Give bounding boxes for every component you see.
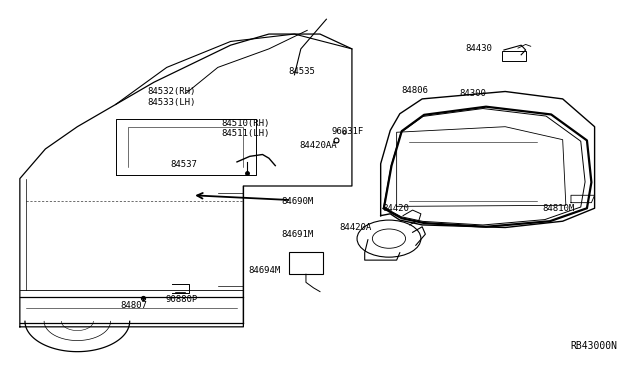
Text: 84691M: 84691M [282, 230, 314, 240]
Text: 84420AA: 84420AA [300, 141, 337, 150]
Text: 84537: 84537 [170, 160, 197, 169]
Text: 96031F: 96031F [332, 126, 364, 136]
Text: 84532(RH)
84533(LH): 84532(RH) 84533(LH) [148, 87, 196, 107]
Text: 84420: 84420 [383, 205, 410, 214]
Text: 90880P: 90880P [166, 295, 198, 304]
Text: 84690M: 84690M [282, 197, 314, 206]
Text: 84807: 84807 [121, 301, 148, 310]
Text: 84420A: 84420A [339, 223, 371, 232]
Text: 84300: 84300 [460, 89, 486, 98]
Text: 84806: 84806 [402, 86, 429, 95]
Text: 84535: 84535 [288, 67, 315, 76]
Text: 84430: 84430 [466, 44, 492, 52]
Text: 84810M: 84810M [542, 204, 575, 213]
Text: 84694M: 84694M [248, 266, 281, 275]
Text: RB43000N: RB43000N [570, 341, 617, 351]
Text: 84510(RH)
84511(LH): 84510(RH) 84511(LH) [221, 119, 269, 138]
